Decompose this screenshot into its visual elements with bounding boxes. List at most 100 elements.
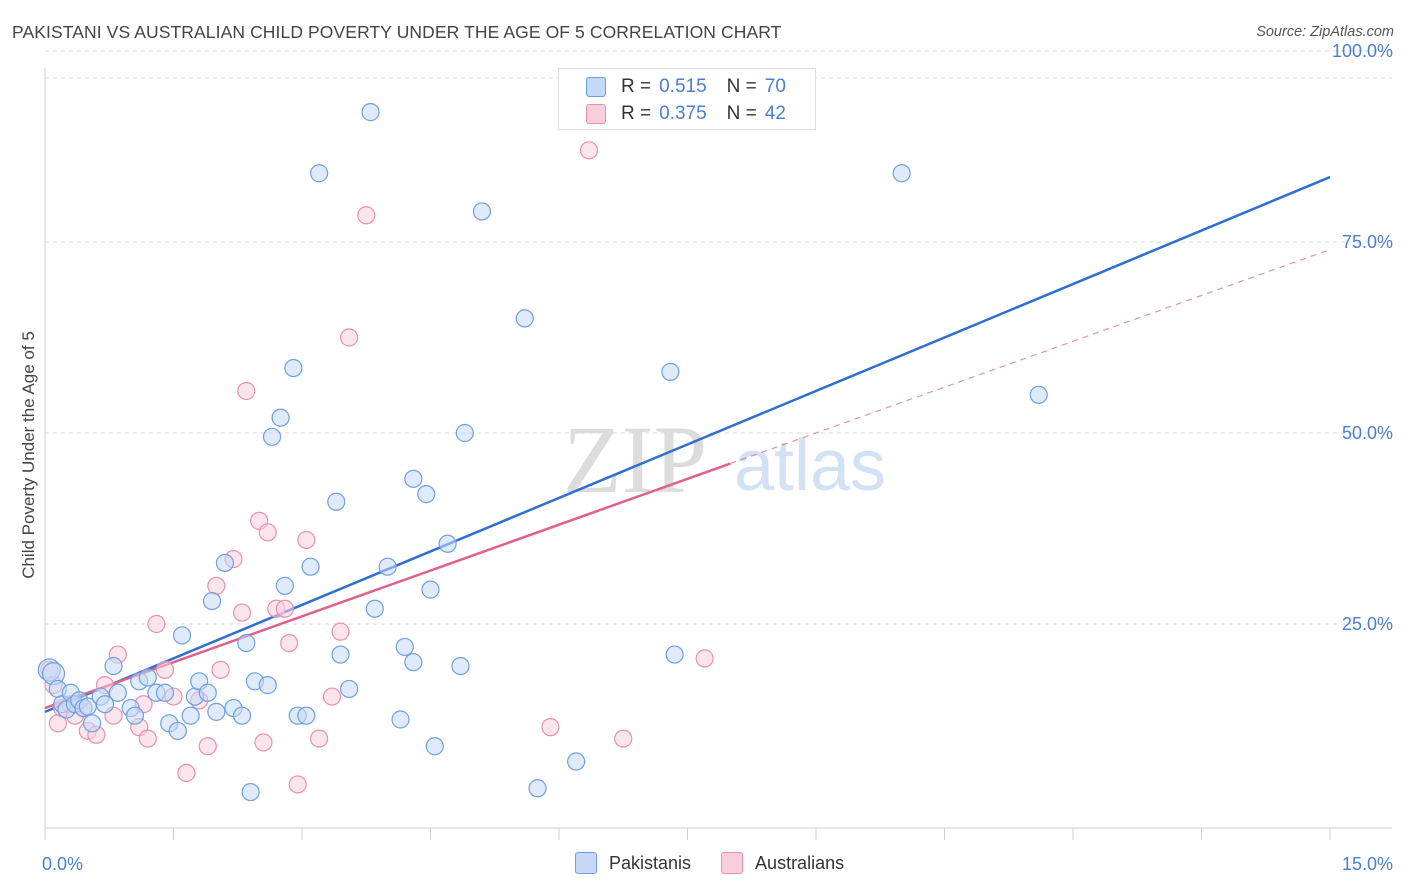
australians-point xyxy=(280,633,299,653)
stats-legend: R = 0.515 N = 70 R = 0.375 N = 42 xyxy=(558,68,816,130)
y-tick-label: 100.0% xyxy=(1332,41,1393,61)
pakistanis-point xyxy=(125,706,145,725)
australians-point xyxy=(614,729,633,748)
australians-point xyxy=(254,733,273,752)
y-tick-label: 75.0% xyxy=(1342,232,1393,252)
watermark: ZIP atlas xyxy=(563,406,886,513)
pakistanis-swatch xyxy=(575,852,597,874)
axes xyxy=(44,68,1392,840)
watermark-zip: ZIP xyxy=(563,406,707,513)
australians-point xyxy=(211,660,230,679)
legend-r-value: 0.375 xyxy=(659,103,707,124)
y-tick-label: 25.0% xyxy=(1342,614,1393,634)
australians-point xyxy=(579,141,599,160)
legend-n-value: 42 xyxy=(764,103,786,124)
australians-point xyxy=(357,206,376,225)
gridlines xyxy=(45,50,1392,625)
pakistanis-point xyxy=(425,737,444,756)
pakistanis-point xyxy=(515,309,534,328)
pakistanis-point xyxy=(181,706,200,725)
legend-r-label: R = xyxy=(621,76,652,97)
pakistanis-point xyxy=(202,591,222,611)
legend-item-pakistanis[interactable]: Pakistanis xyxy=(575,852,691,874)
australians-point xyxy=(310,729,329,748)
legend-label-pakistanis: Pakistanis xyxy=(609,852,692,873)
pakistanis-point xyxy=(155,683,175,702)
pakistanis-point xyxy=(421,580,440,599)
pakistanis-point xyxy=(340,679,359,699)
australians-point xyxy=(541,718,560,737)
pakistanis-point xyxy=(215,553,234,572)
australians-point xyxy=(198,737,217,756)
source-credit: Source: ZipAtlas.com xyxy=(1256,24,1394,40)
trend-lines xyxy=(44,175,1331,714)
australians-point xyxy=(177,763,196,783)
pakistanis-point xyxy=(665,645,684,664)
pakistanis-point xyxy=(361,103,380,122)
pakistanis-point xyxy=(262,427,282,446)
pakistanis-point xyxy=(241,782,260,802)
pakistanis-point xyxy=(232,706,252,725)
legend-item-australians[interactable]: Australians xyxy=(721,852,844,874)
pakistanis-point xyxy=(95,695,115,714)
pakistanis-point xyxy=(104,656,123,676)
x-tick-label: 15.0% xyxy=(1342,854,1393,874)
australians-point xyxy=(138,729,157,748)
australians-point xyxy=(155,660,175,679)
australians-point xyxy=(331,622,350,641)
australians-swatch xyxy=(721,852,744,874)
pakistanis-point xyxy=(237,633,256,653)
pakistanis-point xyxy=(172,626,192,645)
pakistanis-point xyxy=(301,557,320,576)
pakistanis-point xyxy=(661,362,680,381)
australians-point xyxy=(297,530,316,550)
pakistanis-point xyxy=(567,752,586,771)
australians-point xyxy=(288,775,307,794)
pakistanis-point xyxy=(310,164,329,183)
australians-point xyxy=(695,649,714,668)
chart-title: PAKISTANI VS AUSTRALIAN CHILD POVERTY UN… xyxy=(12,22,782,42)
pakistanis-point xyxy=(455,423,474,443)
pakistanis-point xyxy=(391,710,410,729)
pakistanis-point xyxy=(108,683,127,702)
australians-point xyxy=(322,687,342,706)
legend-label-australians: Australians xyxy=(755,852,845,873)
australians-point xyxy=(207,576,226,595)
series-legend: Pakistanis Australians xyxy=(575,852,874,874)
pakistanis-point xyxy=(1029,385,1048,404)
pakistanis-point xyxy=(365,599,384,618)
pakistanis-point xyxy=(83,714,102,733)
australians-point xyxy=(258,523,277,542)
x-tick-label: 0.0% xyxy=(42,854,83,874)
pakistanis-point xyxy=(198,683,217,702)
pakistanis-point xyxy=(892,164,911,183)
pakistanis-point xyxy=(395,637,414,657)
australians-point xyxy=(340,328,359,347)
pakistanis-point xyxy=(438,534,457,553)
australians-point xyxy=(147,614,166,634)
pakistanis-point xyxy=(258,676,277,695)
y-axis-label: Child Poverty Under the Age of 5 xyxy=(19,331,38,579)
pakistanis-trend-line xyxy=(44,175,1331,714)
pakistanis-point xyxy=(138,668,157,687)
pakistanis-point xyxy=(528,779,547,798)
pakistanis-point xyxy=(404,653,423,672)
pakistanis-point xyxy=(417,485,436,504)
pakistanis-point xyxy=(284,358,303,378)
pakistanis-point xyxy=(331,645,350,664)
pakistanis-point xyxy=(472,202,491,221)
pakistanis-swatch xyxy=(586,77,606,97)
legend-r-value: 0.515 xyxy=(659,76,707,97)
pakistanis-point xyxy=(207,702,226,721)
pakistanis-point xyxy=(404,469,423,488)
australians-point xyxy=(237,381,256,401)
australians-swatch xyxy=(586,104,606,124)
data-points xyxy=(37,103,1048,802)
legend-r-label: R = xyxy=(621,103,652,124)
pakistanis-point xyxy=(275,576,294,595)
australians-point xyxy=(232,603,252,622)
legend-n-label: N = xyxy=(726,76,757,97)
legend-row-pakistanis: R = 0.515 N = 70 xyxy=(586,75,786,99)
tick-labels: 100.0% 75.0% 50.0% 25.0% 0.0% 15.0% xyxy=(42,41,1393,874)
